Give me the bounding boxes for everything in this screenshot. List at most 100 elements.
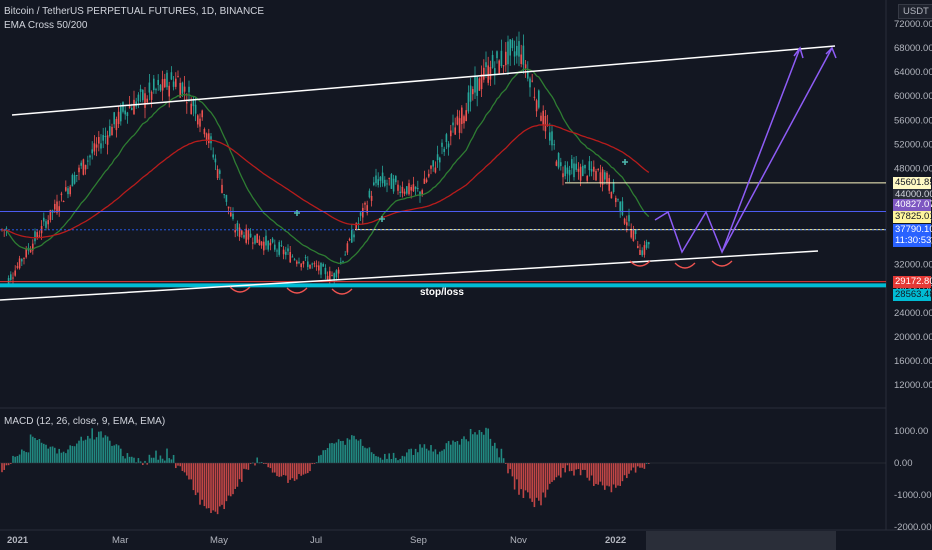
macd-bar xyxy=(456,441,459,463)
candle-body xyxy=(540,115,542,121)
macd-bar xyxy=(124,458,126,463)
price-badge: 29172.80 xyxy=(893,276,932,288)
macd-bar xyxy=(597,463,599,485)
candle-body xyxy=(324,267,327,275)
macd-bar xyxy=(518,463,520,495)
macd-bar xyxy=(210,463,212,513)
ema-200-line xyxy=(1,124,650,239)
macd-bar xyxy=(384,453,386,463)
candle-body xyxy=(56,201,58,213)
macd-bar xyxy=(201,463,203,500)
x-tick-label: 2021 xyxy=(7,535,29,546)
candle-body xyxy=(485,62,487,68)
candle-body xyxy=(612,182,615,193)
ema-50-line xyxy=(1,68,650,264)
candle-body xyxy=(144,93,146,108)
candle-body xyxy=(214,158,217,163)
macd-bar xyxy=(27,452,30,463)
macd-bar xyxy=(359,439,362,463)
candle-body xyxy=(164,78,166,88)
macd-bar xyxy=(188,463,190,480)
macd-bar xyxy=(375,456,377,463)
channel-bottom-line xyxy=(0,250,819,301)
candle-body xyxy=(337,269,340,274)
macd-bar xyxy=(331,442,333,463)
candle-body xyxy=(32,243,34,251)
macd-bar xyxy=(615,463,617,488)
candle-body xyxy=(634,229,637,235)
macd-bar xyxy=(634,463,637,473)
candle-body xyxy=(441,142,443,147)
macd-bar xyxy=(106,436,109,463)
macd-bar xyxy=(408,449,410,463)
macd-bar xyxy=(265,463,267,464)
candle-body xyxy=(562,173,564,178)
candle-body xyxy=(179,82,181,98)
macd-bar xyxy=(641,463,643,468)
candle-body xyxy=(419,191,421,196)
candle-body xyxy=(76,174,78,176)
macd-bar xyxy=(432,451,434,463)
macd-bar xyxy=(269,463,272,469)
candle-body xyxy=(344,254,346,256)
macd-bar xyxy=(355,439,357,463)
macd-bar xyxy=(392,452,395,463)
candle-body xyxy=(331,275,333,277)
candle-body xyxy=(78,167,80,173)
price-badge: 45601.85 xyxy=(893,177,932,189)
macd-bar xyxy=(516,463,518,480)
candle-body xyxy=(260,241,263,246)
macd-bar xyxy=(100,431,102,463)
macd-bar xyxy=(146,463,148,465)
candle-body xyxy=(364,202,366,205)
candle-body xyxy=(467,92,470,112)
candle-body xyxy=(122,102,124,112)
macd-bar xyxy=(452,440,454,463)
macd-bar xyxy=(194,463,197,496)
candle-body xyxy=(450,130,452,137)
macd-bar xyxy=(507,463,509,474)
macd-bar xyxy=(263,463,265,464)
macd-bar xyxy=(16,456,19,463)
candle-body xyxy=(34,231,36,242)
macd-bar xyxy=(122,456,124,463)
candle-body xyxy=(223,194,225,196)
macd-bar xyxy=(447,441,450,463)
candle-body xyxy=(604,172,606,180)
macd-bar xyxy=(379,457,382,463)
candle-body xyxy=(186,102,188,104)
macd-bar xyxy=(443,449,445,463)
macd-bar xyxy=(192,463,195,491)
macd-bar xyxy=(12,455,14,463)
candle-body xyxy=(84,164,87,170)
candle-body xyxy=(124,110,126,115)
macd-bar xyxy=(478,430,481,463)
macd-bar xyxy=(95,437,98,463)
x-tick-label: May xyxy=(210,535,228,546)
macd-bar xyxy=(509,463,511,470)
channel-top-line xyxy=(11,45,836,116)
candle-body xyxy=(269,242,272,246)
candle-body xyxy=(47,220,49,225)
candle-body xyxy=(395,175,397,183)
macd-bar xyxy=(513,463,516,490)
macd-bar xyxy=(32,436,34,463)
macd-bar xyxy=(377,456,379,463)
time-scroll-thumb[interactable] xyxy=(646,531,836,550)
candle-body xyxy=(232,213,234,220)
macd-bar xyxy=(23,450,25,463)
macd-bar xyxy=(498,457,500,463)
macd-bar xyxy=(489,438,492,463)
candle-body xyxy=(373,182,375,186)
macd-bar xyxy=(29,434,32,463)
candle-body xyxy=(401,186,404,194)
candle-body xyxy=(529,78,531,88)
macd-bar xyxy=(311,463,313,465)
macd-bar xyxy=(412,454,415,463)
macd-bar xyxy=(329,443,331,463)
candle-body xyxy=(329,271,331,280)
candle-body xyxy=(58,206,60,212)
macd-bar xyxy=(414,448,417,463)
candle-body xyxy=(181,82,184,94)
